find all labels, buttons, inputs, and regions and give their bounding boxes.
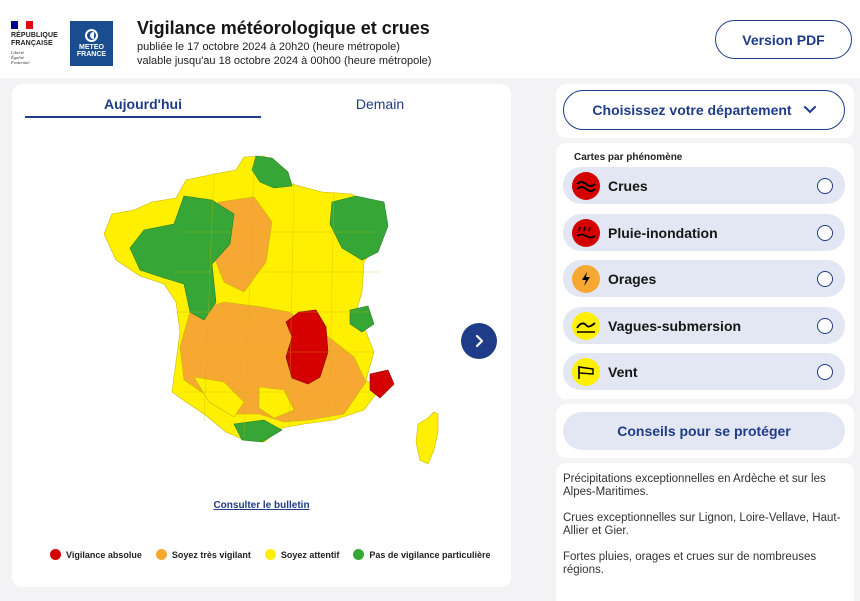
site-header: RÉPUBLIQUE FRANÇAISE Liberté Égalité Fra… — [0, 0, 860, 78]
republic-name: RÉPUBLIQUE FRANÇAISE — [11, 32, 58, 47]
legend-green-dot-icon — [353, 549, 365, 560]
legend-item: Pas de vigilance particulière — [353, 549, 490, 560]
protection-advice-button[interactable]: Conseils pour se protéger — [563, 412, 845, 450]
consult-bulletin-link[interactable]: Consulter le bulletin — [213, 500, 310, 511]
tab-tomorrow[interactable]: Demain — [355, 96, 405, 112]
map-card: Aujourd'hui Demain Consulter le bul — [12, 84, 511, 587]
republique-francaise-logo[interactable]: RÉPUBLIQUE FRANÇAISE Liberté Égalité Fra… — [11, 21, 63, 65]
map-green-zone-alps — [349, 305, 375, 333]
republic-motto: Liberté Égalité Fraternité — [11, 50, 30, 65]
phenomena-title: Cartes par phénomène — [574, 152, 683, 163]
summary-paragraph: Précipitations exceptionnelles en Ardèch… — [563, 473, 826, 498]
chevron-right-icon — [475, 334, 484, 348]
meteo-france-logo[interactable]: METEO FRANCE — [70, 21, 113, 66]
legend-red-dot-icon — [50, 549, 61, 560]
legend-item: Soyez attentif — [264, 549, 339, 560]
legend-yellow-dot-icon — [264, 549, 276, 560]
france-vigilance-map[interactable] — [94, 152, 454, 482]
pdf-version-button[interactable]: Version PDF — [715, 20, 852, 59]
pluie-inondation-radio[interactable] — [817, 224, 833, 241]
waves-icon — [572, 311, 600, 340]
summary-card: Précipitations exceptionnelles en Ardèch… — [556, 463, 854, 601]
summary-paragraph: Fortes pluies, orages et crues sur de no… — [563, 551, 817, 576]
map-red-zone-massif-central — [285, 309, 329, 385]
crues-icon — [572, 171, 600, 200]
map-legend: Vigilance absolue Soyez très vigilant So… — [50, 549, 504, 560]
wind-icon — [572, 357, 600, 386]
phenomenon-orages[interactable]: Orages — [563, 260, 845, 297]
tab-today[interactable]: Aujourd'hui — [104, 96, 182, 112]
next-map-button[interactable] — [461, 323, 497, 359]
page-title: Vigilance météorologique et crues — [137, 18, 430, 38]
map-green-zone-pyrenees — [233, 419, 283, 443]
phenomenon-vent[interactable]: Vent — [563, 353, 845, 390]
phenomena-card: Cartes par phénomène Crues Pluie-inondat… — [556, 143, 854, 399]
meteo-france-emblem-icon — [85, 29, 98, 42]
vent-radio[interactable] — [817, 363, 833, 380]
published-date: publiée le 17 octobre 2024 à 20h20 (heur… — [137, 41, 400, 53]
phenomenon-vagues-submersion[interactable]: Vagues-submersion — [563, 307, 845, 344]
legend-item: Soyez très vigilant — [155, 549, 251, 560]
chevron-down-icon — [803, 106, 816, 114]
map-green-zone-north — [251, 155, 293, 189]
summary-paragraph: Crues exceptionnelles sur Lignon, Loire-… — [563, 512, 841, 537]
rain-flood-icon — [572, 218, 600, 247]
map-corsica — [415, 411, 439, 465]
map-yellow-zone-southwest — [193, 376, 245, 418]
department-card: Choisissez votre département — [556, 84, 854, 138]
french-flag-icon — [11, 21, 33, 29]
orages-radio[interactable] — [817, 270, 833, 287]
vagues-submersion-radio[interactable] — [817, 317, 833, 334]
valid-until-date: valable jusqu'au 18 octobre 2024 à 00h00… — [137, 55, 432, 67]
thunderstorm-icon — [572, 264, 600, 293]
active-tab-indicator — [25, 116, 261, 118]
legend-orange-dot-icon — [155, 549, 167, 560]
phenomenon-crues[interactable]: Crues — [563, 167, 845, 204]
map-yellow-zone-south — [258, 386, 295, 419]
advice-card: Conseils pour se protéger — [556, 404, 854, 458]
department-borders — [174, 161, 379, 438]
choose-department-button[interactable]: Choisissez votre département — [563, 90, 845, 130]
legend-item: Vigilance absolue — [50, 549, 142, 560]
phenomenon-pluie-inondation[interactable]: Pluie-inondation — [563, 214, 845, 251]
map-red-zone-alpes-maritimes — [369, 369, 395, 399]
crues-radio[interactable] — [817, 177, 833, 194]
